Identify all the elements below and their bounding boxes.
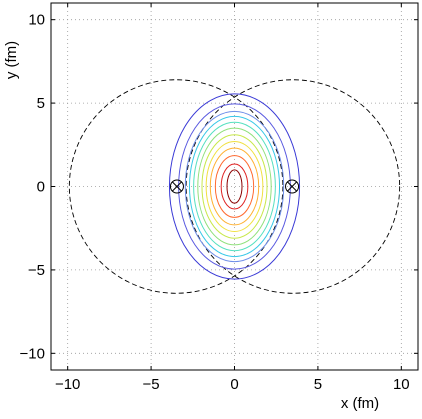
plot-background (51, 3, 418, 370)
contour-level-10 (214, 155, 255, 218)
x-axis-label: x (fm) (341, 395, 379, 412)
marker-circle (285, 179, 300, 194)
marker-circle (169, 179, 184, 194)
contour-level-5 (193, 121, 276, 252)
data-layer (68, 79, 401, 294)
y-tick-label: −5 (28, 262, 45, 279)
contour-level-6 (197, 127, 272, 246)
contour-level-8 (205, 140, 264, 233)
nucleus-center-marker-left (169, 179, 184, 194)
marker-cross-b (171, 181, 182, 192)
marker-cross-b (287, 181, 298, 192)
contour-level-7 (201, 134, 268, 239)
x-tick-label: −5 (143, 376, 160, 393)
y-tick-label: −10 (20, 345, 45, 362)
contour-level-4 (188, 115, 281, 258)
contour-level-3 (184, 110, 285, 263)
x-tick-label: 10 (393, 376, 410, 393)
y-tick-label: 5 (37, 95, 45, 112)
x-tick-label: 5 (314, 376, 322, 393)
y-axis-label: y (fm) (3, 41, 20, 79)
nucleus-outline-right (185, 79, 401, 294)
y-tick-label: 10 (28, 12, 45, 29)
contour-level-9 (209, 147, 260, 226)
contour-level-2 (178, 103, 291, 270)
y-tick-label: 0 (37, 179, 45, 196)
ticks: −10 −5 0 5 10 −10 −5 0 5 10 (20, 3, 418, 393)
contour-level-12 (226, 169, 243, 204)
x-tick-label: 0 (230, 376, 238, 393)
nucleus-outline-left (68, 79, 284, 294)
contour-level-11 (220, 163, 249, 210)
x-tick-label: −10 (55, 376, 80, 393)
contour-level-1 (168, 93, 301, 280)
nucleus-center-marker-right (285, 179, 300, 194)
